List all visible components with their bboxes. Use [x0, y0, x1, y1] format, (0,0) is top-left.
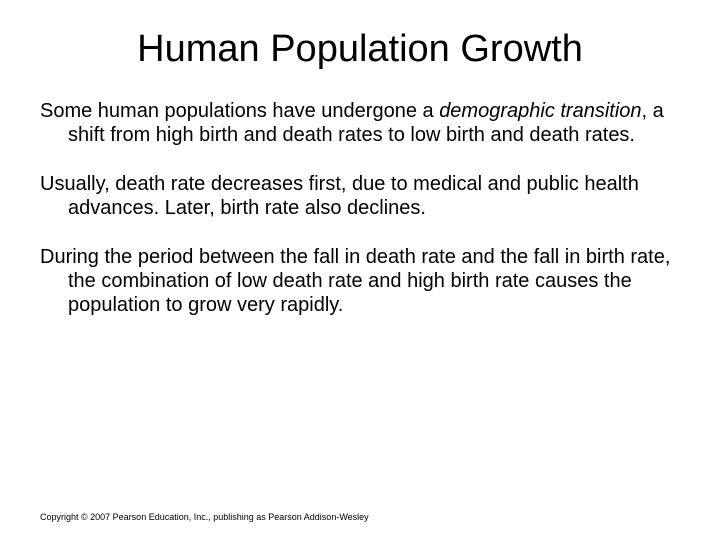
- copyright-notice: Copyright © 2007 Pearson Education, Inc.…: [40, 512, 369, 522]
- slide-body: Some human populations have undergone a …: [40, 99, 680, 318]
- para1-italic-term: demographic transition: [439, 100, 641, 122]
- para1-part-a: Some human populations have undergone a: [40, 100, 439, 122]
- paragraph-3: During the period between the fall in de…: [40, 245, 680, 318]
- slide-container: Human Population Growth Some human popul…: [0, 0, 720, 540]
- paragraph-1: Some human populations have undergone a …: [40, 99, 680, 148]
- paragraph-2: Usually, death rate decreases first, due…: [40, 172, 680, 221]
- slide-title: Human Population Growth: [40, 28, 680, 71]
